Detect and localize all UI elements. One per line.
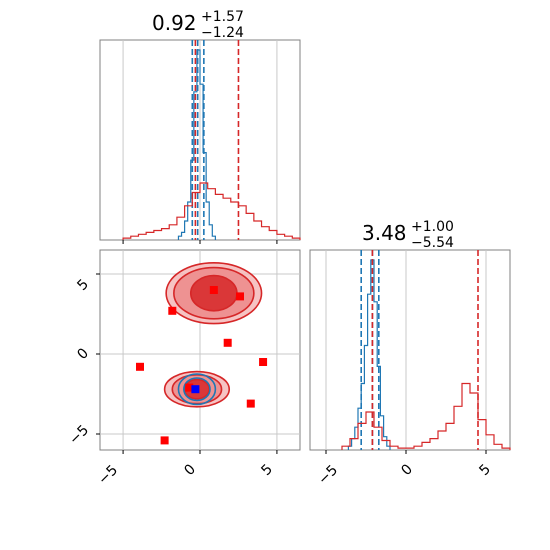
x-tick-label-5: 5: [258, 461, 276, 479]
bl-contour-2-level-0: [177, 373, 217, 406]
br-x-tick-label-neg5: −5: [315, 462, 341, 488]
bl-point-blue-0: [191, 385, 200, 394]
bottom-right-panel-frame: [309, 249, 511, 451]
x-tick-label-neg5: −5: [95, 462, 121, 488]
br-x-tick-label-0: 0: [398, 461, 416, 479]
top-left-title-minus: −1.24: [201, 25, 244, 41]
bottom-right-marks: [325, 250, 511, 454]
top-left-title-plus: +1.57: [201, 9, 244, 25]
bl-point-red-5: [136, 362, 144, 371]
bottom-left-y-tick-labels: 5 0 −5: [66, 276, 92, 448]
tl-hist-red: [122, 182, 301, 240]
y-tick-label-0: 0: [74, 345, 92, 363]
br-hist-red: [341, 382, 511, 450]
bottom-left-marks: [96, 250, 300, 454]
top-left-title: 0.92 +1.57 −1.24: [152, 9, 244, 41]
bottom-right-title-value: 3.48: [362, 221, 407, 245]
bl-point-red-8: [160, 436, 169, 445]
bottom-right-title-minus: −5.54: [411, 235, 454, 251]
bottom-left-x-tick-labels: −5 0 5: [95, 461, 276, 488]
x-tick-label-0: 0: [181, 461, 199, 479]
y-tick-label-5: 5: [74, 276, 92, 294]
bottom-right-title-plus: +1.00: [411, 219, 454, 235]
bottom-right-title: 3.48 +1.00 −5.54: [362, 219, 454, 251]
bottom-right-histogram-panel: [309, 249, 511, 451]
y-tick-label-neg5: −5: [66, 422, 92, 448]
bl-point-red-6: [185, 383, 194, 392]
bl-contour-2-level-1: [183, 377, 211, 402]
bl-point-red-0: [209, 286, 218, 294]
bl-point-red-7: [246, 399, 255, 408]
bottom-right-x-tick-labels: −5 0 5: [315, 461, 494, 488]
top-left-title-value: 0.92: [152, 11, 197, 35]
bl-point-red-3: [223, 338, 232, 347]
br-hist-blue: [347, 259, 391, 450]
br-x-tick-label-5: 5: [476, 461, 494, 479]
bl-point-red-4: [259, 358, 268, 366]
bl-point-red-1: [236, 292, 244, 301]
bl-point-red-2: [168, 306, 177, 315]
top-left-marks: [122, 40, 301, 244]
